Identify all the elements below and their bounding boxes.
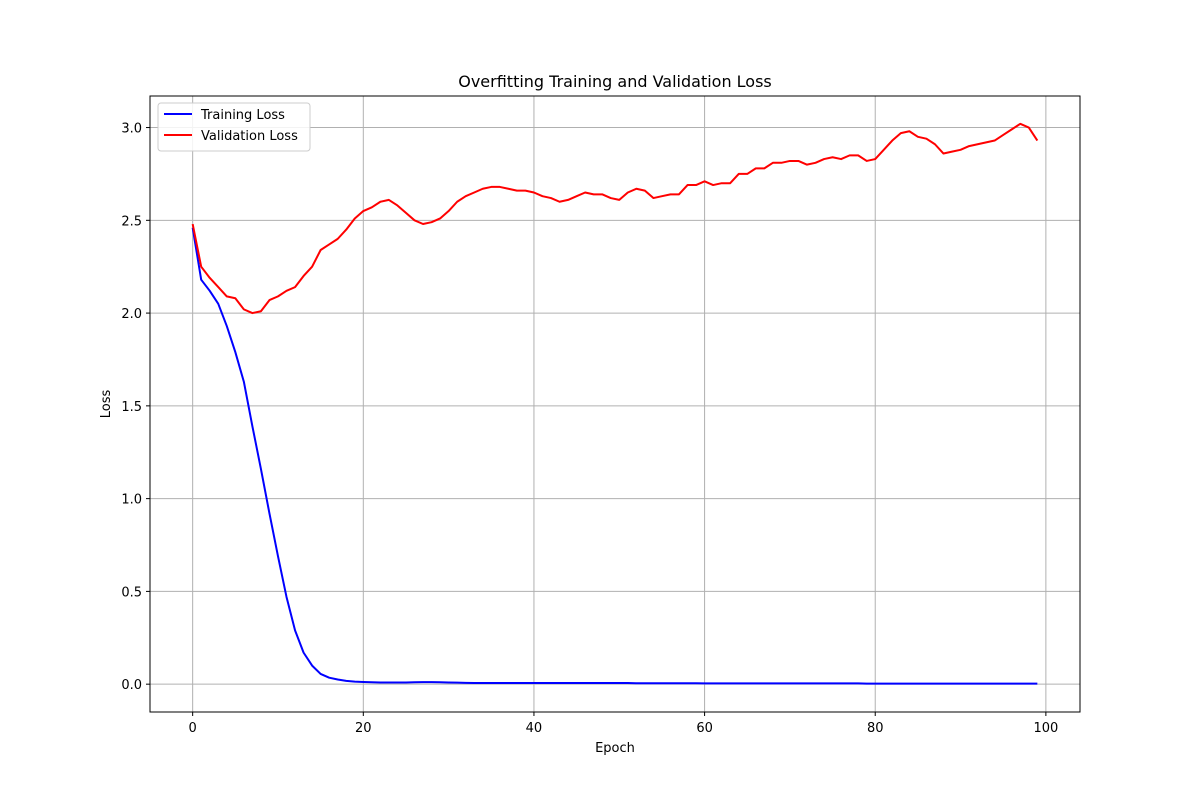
legend: Training Loss Validation Loss	[157, 102, 311, 152]
legend-label: Validation Loss	[201, 129, 298, 144]
x-tick-label: 60	[696, 721, 713, 736]
y-tick-label: 2.5	[121, 214, 142, 229]
series-line-training-loss	[191, 227, 1038, 685]
y-tick-label: 3.0	[121, 122, 142, 137]
grid-layer	[150, 96, 1080, 712]
series-line-validation-loss	[191, 122, 1039, 315]
y-tick-label: 1.0	[121, 493, 142, 508]
x-tick-label: 100	[1033, 721, 1058, 736]
y-tick-label: 0.0	[121, 678, 142, 693]
y-tick-label: 1.5	[121, 400, 142, 415]
series-layer	[191, 122, 1039, 685]
legend-box	[157, 102, 311, 152]
y-tick-label: 0.5	[121, 585, 142, 600]
x-tick-label: 20	[355, 721, 372, 736]
y-tick-label: 2.0	[121, 307, 142, 322]
x-tick-label: 80	[867, 721, 884, 736]
y-axis-label: Loss	[99, 390, 114, 419]
x-tick-label: 40	[526, 721, 543, 736]
x-tick-label: 0	[189, 721, 197, 736]
tick-layer: 0 20 40 60 80 100 0.0 0.5 1.0 1.5 2.0 2.5 3.0	[121, 122, 1058, 736]
axes-frame	[149, 95, 1081, 713]
x-axis-label: Epoch	[595, 741, 635, 756]
chart-title: Overfitting Training and Validation Loss	[458, 72, 772, 91]
legend-label: Training Loss	[200, 108, 285, 123]
